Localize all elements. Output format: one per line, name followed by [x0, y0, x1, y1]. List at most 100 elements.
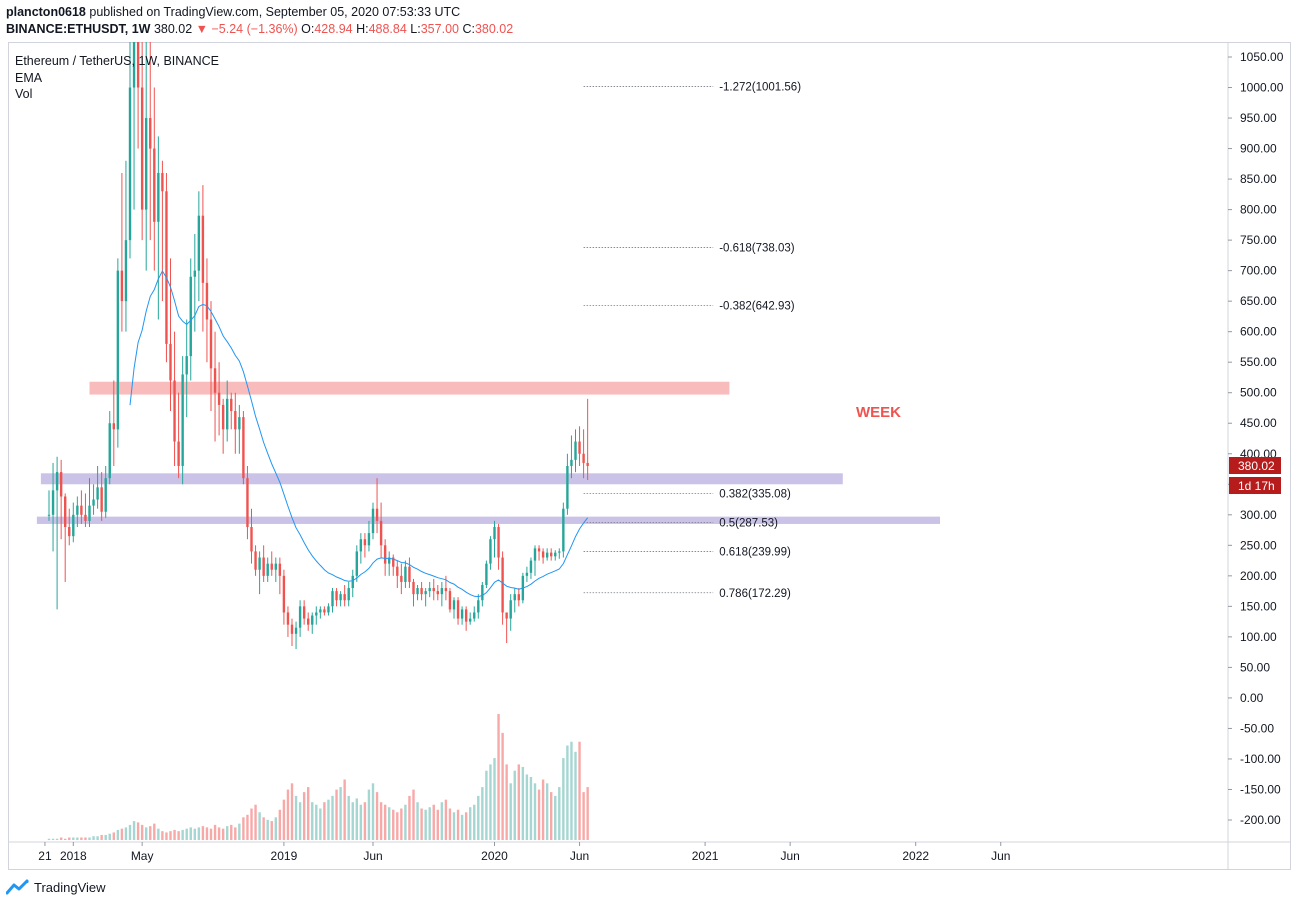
publish-text: published on TradingView.com, September … [89, 5, 461, 19]
candle-body [246, 478, 249, 528]
candle-body [254, 551, 257, 570]
volume-bar [460, 814, 464, 840]
volume-bar [537, 789, 541, 840]
volume-bar [509, 783, 512, 840]
volume-bar [545, 783, 549, 840]
candle-body [112, 423, 115, 430]
volume-bar [440, 802, 444, 840]
volume-bar [238, 823, 241, 840]
volume-bar [307, 787, 310, 840]
volume-bar [76, 837, 79, 840]
candle-body [400, 575, 403, 582]
volume-bar [363, 802, 367, 840]
fib-label: 0.5(287.53) [719, 517, 778, 529]
x-tick-label: 21 [38, 849, 52, 863]
volume-bar [550, 792, 553, 840]
volume-bar [286, 789, 290, 840]
candle-body [582, 453, 585, 463]
candle-body [161, 172, 164, 192]
low-value: 357.00 [420, 22, 459, 36]
y-tick-label: -50.00 [1240, 721, 1274, 735]
candle-body [250, 527, 253, 552]
x-tick-label: May [131, 849, 154, 863]
volume-bar [213, 824, 217, 840]
volume-bar [525, 774, 529, 840]
candle-body [473, 612, 476, 619]
countdown-badge-box [1229, 477, 1281, 494]
candle-body [501, 557, 504, 613]
candle-body [408, 566, 411, 582]
volume-bar [96, 836, 99, 840]
volume-bar [383, 804, 387, 840]
volume-bar [481, 787, 484, 840]
volume-bar [541, 779, 545, 840]
volume-bar [262, 817, 265, 840]
y-tick-label: 300.00 [1240, 508, 1277, 522]
zone-support-lower [36, 516, 941, 524]
candle-body [363, 539, 367, 546]
volume-bar [157, 828, 160, 840]
candle-body [383, 545, 387, 564]
volume-bar [153, 823, 156, 840]
volume-bar [562, 758, 565, 840]
candle-body [436, 591, 439, 595]
candle-body [485, 563, 488, 585]
volume-bar [234, 827, 237, 840]
volume-bar [161, 831, 164, 840]
candle-body [209, 319, 213, 369]
volume-bar [428, 807, 431, 840]
volume-bar [513, 770, 516, 840]
volume-bar [250, 808, 253, 840]
candle-body [554, 552, 557, 557]
candle-body [493, 527, 496, 540]
candle-body [298, 606, 302, 628]
candle-body [59, 472, 63, 497]
price-badge: 380.02 1d 17h [1229, 457, 1281, 494]
x-tick-label: 2018 [60, 849, 87, 863]
candle-body [76, 505, 79, 515]
ohlc-header: BINANCE:ETHUSDT, 1W 380.02 ▼ −5.24 (−1.3… [6, 22, 513, 36]
price-badge-box [1229, 457, 1281, 474]
volume-bar [558, 787, 561, 840]
candle-body [315, 612, 318, 616]
legend-ema[interactable]: EMA [15, 70, 43, 85]
candle-body [84, 514, 87, 521]
candle-body [343, 594, 346, 601]
candle-body [558, 551, 561, 553]
volume-bar [68, 837, 71, 840]
volume-bar [327, 799, 330, 840]
volume-bar [529, 777, 533, 840]
footer-brand[interactable]: TradingView [6, 879, 106, 895]
x-axis: 21 2018 May 2019 Jun 2020 Jun 2021 Jun 2022 Jun [38, 842, 1010, 863]
candle-body [153, 148, 156, 222]
candle-body [319, 609, 322, 613]
volume-bar [124, 827, 128, 840]
y-tick-label: 950.00 [1240, 111, 1277, 125]
tradingview-logo-icon [6, 879, 29, 895]
volume-bar [209, 828, 213, 840]
candle-body [189, 276, 192, 357]
symbol-line: BINANCE:ETHUSDT, 1W [6, 22, 151, 36]
volume-bar [424, 809, 427, 840]
author-name[interactable]: plancton0618 [6, 5, 86, 19]
volume-bar [221, 828, 225, 840]
candle-body [136, 42, 140, 88]
volume-bar [64, 838, 67, 840]
x-tick-label: 2022 [902, 849, 929, 863]
volume-bar [388, 807, 391, 840]
candle-body [290, 624, 294, 634]
volume-bar [254, 804, 257, 840]
legend-vol[interactable]: Vol [15, 87, 33, 101]
candle-body [266, 563, 269, 576]
candle-body [432, 588, 435, 592]
candle-body [359, 539, 363, 552]
volume-bar [533, 783, 537, 840]
candle-body [278, 563, 282, 576]
candle-body [96, 487, 99, 500]
volume-bar [473, 804, 476, 840]
y-tick-label: 200.00 [1240, 569, 1277, 583]
volume-bar [436, 809, 439, 840]
volume-bar [205, 827, 209, 840]
volume-bar [189, 827, 192, 840]
